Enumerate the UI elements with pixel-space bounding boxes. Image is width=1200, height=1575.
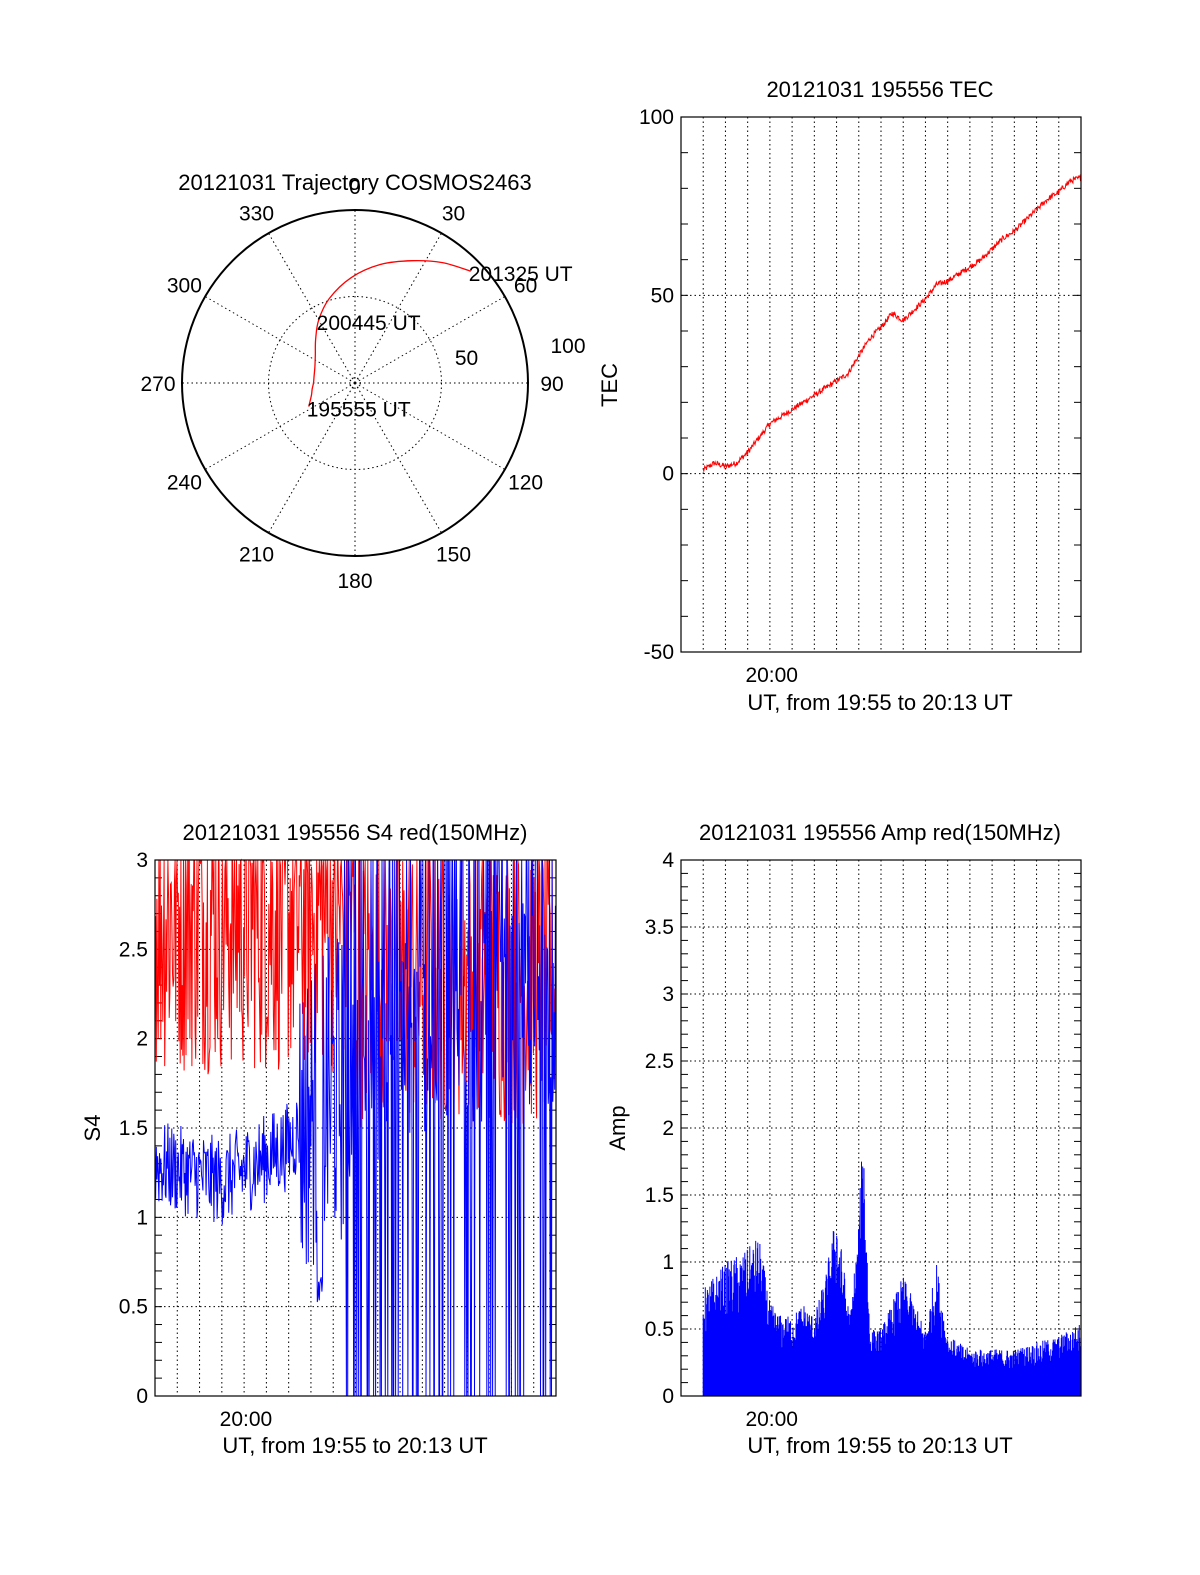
angle-label: 90: [540, 373, 563, 396]
y-tick-label: 100: [639, 106, 674, 129]
y-tick-label: 2: [136, 1028, 148, 1051]
angle-label: 300: [167, 275, 202, 298]
y-tick-label: 0: [662, 463, 674, 486]
angle-label: 180: [337, 570, 372, 593]
polar-radius-labels: 50 100: [455, 335, 586, 370]
polar-spoke: [204, 296, 356, 384]
tec-plot-frame: [680, 116, 1082, 653]
s4-title: 20121031 195556 S4 red(150MHz): [183, 820, 528, 845]
tec-tick-labels: -50 0 50 100 20:00: [639, 106, 798, 687]
tec-series: [702, 173, 1082, 473]
y-tick-label: 3: [136, 849, 148, 872]
time-annotation: 201325 UT: [469, 263, 573, 286]
y-tick-label: 3: [662, 983, 674, 1006]
angle-label: 30: [442, 202, 465, 225]
polar-spoke: [268, 382, 356, 534]
y-tick-label: 1.5: [645, 1184, 674, 1207]
polar-outer-circle: [181, 209, 529, 557]
y-tick-label: 4: [662, 849, 674, 872]
amp-series: [702, 1161, 1082, 1396]
amp-title: 20121031 195556 Amp red(150MHz): [699, 820, 1061, 845]
y-tick-label: 1.5: [119, 1117, 148, 1140]
angle-label: 330: [239, 202, 274, 225]
time-annotation: 200445 UT: [317, 312, 421, 335]
trajectory-line: [308, 259, 471, 407]
angle-label: 210: [239, 544, 274, 567]
radius-label: 50: [455, 347, 478, 370]
y-tick-label: 2.5: [119, 938, 148, 961]
s4-tick-labels: 0 0.5 1 1.5 2 2.5 3 20:00: [119, 849, 272, 1431]
amp-tick-labels: 0 0.5 1 1.5 2 2.5 3 3.5 4 20:00: [645, 849, 798, 1431]
y-tick-label: 0.5: [645, 1318, 674, 1341]
tec-title: 20121031 195556 TEC: [766, 77, 993, 102]
radius-label: 100: [550, 335, 585, 358]
y-tick-label: 50: [651, 284, 674, 307]
y-tick-label: 0.5: [119, 1296, 148, 1319]
polar-angle-labels: 0 30 60 90 120 150 180 210 240 270 300 330: [140, 176, 563, 593]
time-annotation: 195555 UT: [307, 399, 411, 422]
polar-spoke: [354, 296, 506, 384]
tec-series-line: [702, 173, 1082, 473]
tec-x-axis-label: UT, from 19:55 to 20:13 UT: [747, 690, 1012, 715]
amp-y-axis-label: Amp: [605, 1105, 630, 1150]
s4-y-axis-label: S4: [80, 1115, 105, 1142]
s4-x-axis-label: UT, from 19:55 to 20:13 UT: [222, 1433, 487, 1458]
polar-spoke: [354, 382, 506, 470]
polar-grid: [181, 209, 529, 557]
tec-grid: [681, 116, 1081, 653]
amp-panel: 20121031 195556 Amp red(150MHz) 0 0.5 1 1.5…: [605, 820, 1082, 1458]
y-tick-label: 0: [662, 1385, 674, 1408]
amp-series: [702, 1161, 1082, 1396]
y-tick-label: 0: [136, 1385, 148, 1408]
tec-y-axis-label: TEC: [597, 363, 622, 407]
s4-plot-frame: [154, 859, 557, 1397]
polar-annotations: 195555 UT 200445 UT 201325 UT: [307, 263, 573, 421]
x-tick-label: 20:00: [745, 1408, 798, 1431]
angle-label: 60: [514, 275, 537, 298]
polar-trajectory-panel: 20121031 Trajectory COSMOS2463 0 30 60 90 12…: [140, 170, 585, 593]
polar-spoke: [354, 232, 442, 384]
polar-title: 20121031 Trajectory COSMOS2463: [178, 170, 531, 195]
polar-series: [308, 259, 471, 407]
y-tick-label: -50: [644, 641, 674, 664]
x-tick-label: 20:00: [220, 1408, 273, 1431]
amp-plot-frame: [680, 859, 1082, 1397]
y-tick-label: 1: [662, 1251, 674, 1274]
polar-spoke: [354, 382, 442, 534]
y-tick-label: 3.5: [645, 916, 674, 939]
tec-panel: 20121031 195556 TEC -50 0 50 100 20:00 UT, f…: [597, 77, 1082, 715]
s4-panel: 20121031 195556 S4 red(150MHz) 0 0.5 1 1.5 2…: [80, 820, 557, 1458]
polar-spoke: [268, 232, 356, 384]
amp-x-axis-label: UT, from 19:55 to 20:13 UT: [747, 1433, 1012, 1458]
angle-label: 150: [436, 544, 471, 567]
x-tick-label: 20:00: [745, 664, 798, 687]
y-tick-label: 2: [662, 1117, 674, 1140]
polar-spoke: [204, 382, 356, 470]
angle-label: 270: [140, 373, 175, 396]
angle-label: 0: [349, 176, 361, 199]
angle-label: 240: [167, 472, 202, 495]
y-tick-label: 2.5: [645, 1050, 674, 1073]
y-tick-label: 1: [136, 1206, 148, 1229]
angle-label: 120: [508, 472, 543, 495]
